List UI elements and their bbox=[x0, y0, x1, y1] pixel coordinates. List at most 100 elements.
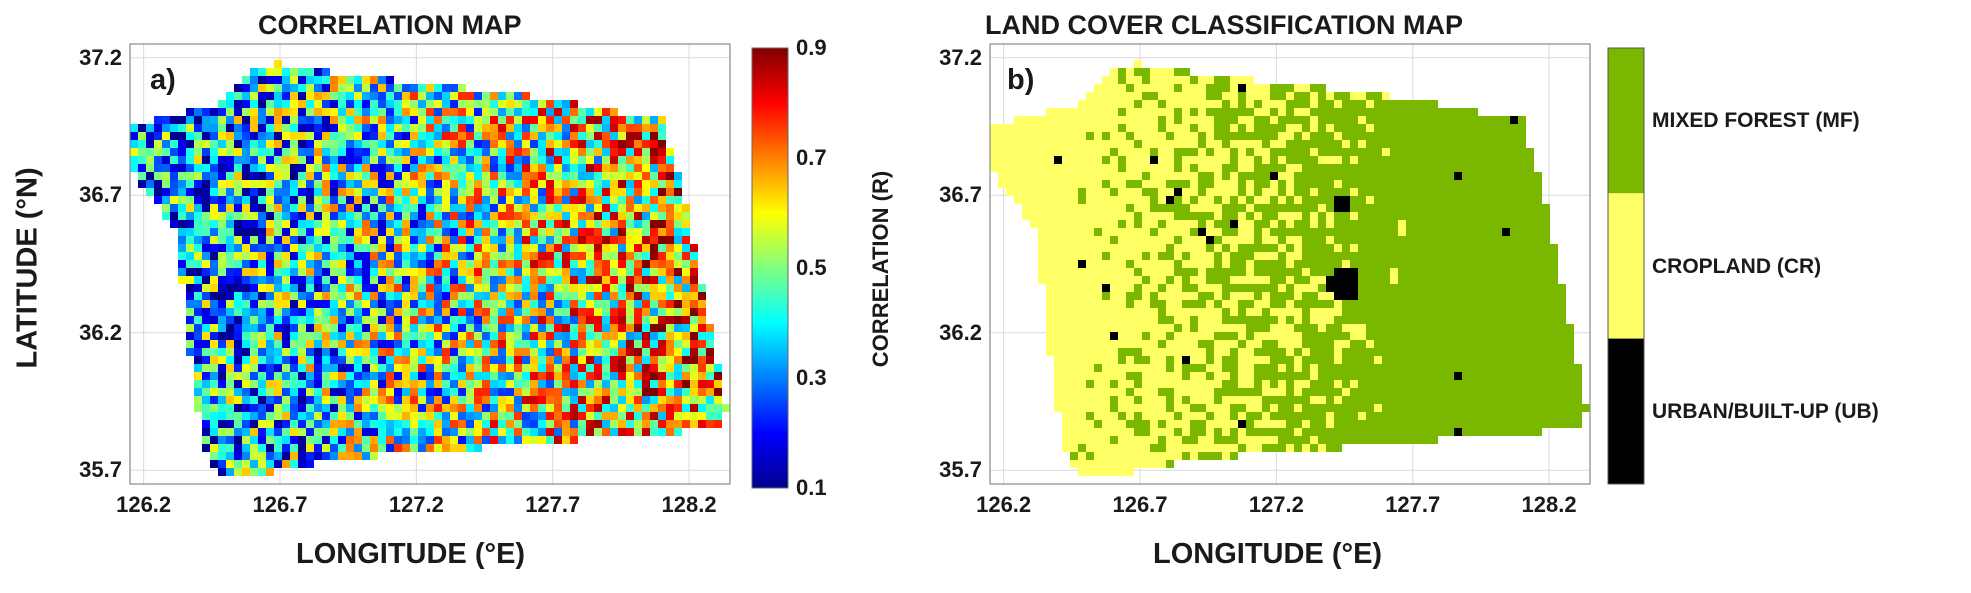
heatmap-cell bbox=[634, 244, 642, 252]
heatmap-cell bbox=[562, 164, 570, 172]
heatmap-cell bbox=[394, 236, 402, 244]
land-cover-cell bbox=[1334, 204, 1342, 212]
heatmap-cell bbox=[530, 284, 538, 292]
heatmap-cell bbox=[434, 276, 442, 284]
heatmap-cell bbox=[626, 364, 634, 372]
heatmap-cell bbox=[474, 156, 482, 164]
land-cover-cell bbox=[1254, 124, 1262, 132]
land-cover-cell bbox=[1270, 308, 1278, 316]
heatmap-cell bbox=[394, 396, 402, 404]
heatmap-cell bbox=[610, 148, 618, 156]
heatmap-cell bbox=[138, 140, 146, 148]
heatmap-cell bbox=[642, 252, 650, 260]
heatmap-cell bbox=[498, 420, 506, 428]
land-cover-cell bbox=[990, 156, 998, 164]
heatmap-cell bbox=[562, 236, 570, 244]
land-cover-cell bbox=[1158, 116, 1166, 124]
land-cover-cell bbox=[1094, 468, 1102, 476]
heatmap-cell bbox=[458, 188, 466, 196]
heatmap-cell bbox=[594, 132, 602, 140]
heatmap-cell bbox=[642, 356, 650, 364]
land-cover-cell bbox=[1150, 396, 1158, 404]
heatmap-cell bbox=[554, 396, 562, 404]
heatmap-cell bbox=[546, 436, 554, 444]
heatmap-cell bbox=[226, 364, 234, 372]
heatmap-cell bbox=[698, 348, 706, 356]
heatmap-cell bbox=[362, 412, 370, 420]
heatmap-cell bbox=[282, 428, 290, 436]
heatmap-cell bbox=[674, 308, 682, 316]
heatmap-cell bbox=[202, 260, 210, 268]
land-cover-cell bbox=[1262, 108, 1270, 116]
land-cover-cell bbox=[1126, 380, 1134, 388]
heatmap-cell bbox=[562, 132, 570, 140]
heatmap-cell bbox=[130, 132, 138, 140]
land-cover-cell bbox=[1222, 244, 1230, 252]
heatmap-cell bbox=[642, 348, 650, 356]
heatmap-cell bbox=[338, 92, 346, 100]
heatmap-cell bbox=[282, 348, 290, 356]
heatmap-cell bbox=[530, 268, 538, 276]
heatmap-cell bbox=[482, 396, 490, 404]
heatmap-cell bbox=[298, 68, 306, 76]
land-cover-cell bbox=[1054, 284, 1062, 292]
heatmap-cell bbox=[618, 180, 626, 188]
land-cover-cell bbox=[1110, 100, 1118, 108]
heatmap-cell bbox=[362, 404, 370, 412]
land-cover-cell bbox=[1342, 108, 1350, 116]
heatmap-cell bbox=[362, 428, 370, 436]
heatmap-cell bbox=[458, 164, 466, 172]
heatmap-cell bbox=[218, 164, 226, 172]
heatmap-cell bbox=[250, 452, 258, 460]
heatmap-cell bbox=[210, 372, 218, 380]
land-cover-cell bbox=[1134, 236, 1142, 244]
land-cover-cell bbox=[1070, 292, 1078, 300]
heatmap-cell bbox=[498, 364, 506, 372]
land-cover-cell bbox=[1326, 332, 1334, 340]
heatmap-cell bbox=[338, 252, 346, 260]
land-cover-cell bbox=[1222, 420, 1230, 428]
heatmap-cell bbox=[290, 324, 298, 332]
land-cover-cell bbox=[1270, 220, 1278, 228]
heatmap-cell bbox=[378, 268, 386, 276]
land-cover-cell bbox=[1166, 100, 1174, 108]
heatmap-cell bbox=[298, 220, 306, 228]
land-cover-cell bbox=[1326, 188, 1334, 196]
land-cover-cell bbox=[1366, 420, 1374, 428]
land-cover-cell bbox=[1310, 396, 1318, 404]
heatmap-cell bbox=[466, 364, 474, 372]
land-cover-cell bbox=[1230, 428, 1238, 436]
heatmap-cell bbox=[546, 332, 554, 340]
panel-a-letter: a) bbox=[150, 64, 176, 96]
heatmap-cell bbox=[562, 316, 570, 324]
heatmap-cell bbox=[194, 212, 202, 220]
heatmap-cell bbox=[242, 332, 250, 340]
land-cover-cell bbox=[1334, 444, 1342, 452]
heatmap-cell bbox=[650, 244, 658, 252]
land-cover-cell bbox=[1366, 300, 1374, 308]
land-cover-cell bbox=[1262, 420, 1270, 428]
land-cover-cell bbox=[1286, 404, 1294, 412]
heatmap-cell bbox=[426, 348, 434, 356]
heatmap-cell bbox=[274, 92, 282, 100]
land-cover-cell bbox=[1174, 372, 1182, 380]
land-cover-cell bbox=[1294, 308, 1302, 316]
heatmap-cell bbox=[226, 204, 234, 212]
land-cover-cell bbox=[1206, 220, 1214, 228]
land-cover-cell bbox=[1166, 308, 1174, 316]
heatmap-cell bbox=[202, 212, 210, 220]
heatmap-cell bbox=[266, 220, 274, 228]
heatmap-cell bbox=[434, 364, 442, 372]
land-cover-cell bbox=[1118, 356, 1126, 364]
land-cover-cell bbox=[1070, 388, 1078, 396]
heatmap-cell bbox=[474, 324, 482, 332]
heatmap-cell bbox=[538, 308, 546, 316]
heatmap-cell bbox=[562, 356, 570, 364]
heatmap-cell bbox=[546, 204, 554, 212]
heatmap-cell bbox=[314, 324, 322, 332]
heatmap-cell bbox=[562, 308, 570, 316]
heatmap-cell bbox=[426, 396, 434, 404]
heatmap-cell bbox=[274, 396, 282, 404]
heatmap-cell bbox=[538, 228, 546, 236]
land-cover-cell bbox=[1134, 452, 1142, 460]
